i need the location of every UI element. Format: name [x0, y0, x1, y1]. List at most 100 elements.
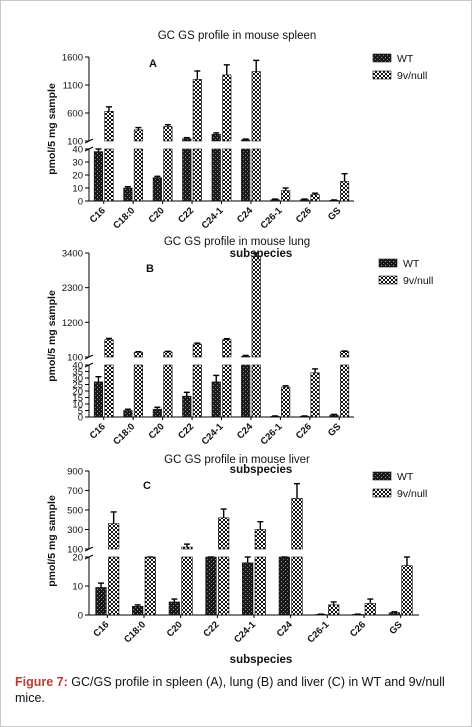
panel-b-y-tick-label: 15 [72, 393, 83, 404]
panel-a-y-axis-label: pmol/5 mg sample [46, 83, 58, 175]
panel-a-bar-wt-c26-1 [270, 199, 280, 202]
panel-b-bar-9v-null-c24-upper [251, 255, 261, 358]
panel-b-bar-9v-null-gs-upper [339, 351, 350, 358]
panel-a-bar-wt-c24 [241, 148, 251, 202]
panel-b-bar-9v-null-c26 [310, 372, 320, 418]
panel-b-y-tick-label: 10 [72, 400, 83, 411]
panel-a-y-tick-label: 1600 [62, 53, 83, 64]
panel-c-bar-9v-null-c24-1 [254, 556, 266, 616]
panel-c-x-tick-label: C24 [275, 619, 296, 640]
panel-a-x-tick-label: GS [326, 205, 343, 222]
panel-b-bar-9v-null-c24 [251, 364, 261, 418]
panel-a-y-tick-label: 10 [72, 184, 83, 195]
panel-b-bar-9v-null-c26-1 [281, 386, 291, 418]
panel-b-bar-9v-null-c18-0-upper [133, 351, 144, 358]
panel-b-x-tick-label: C24 [235, 421, 256, 442]
panel-a-bar-wt-c22-upper [182, 138, 192, 142]
panel-a-y-tick-label: 100 [67, 137, 83, 148]
panel-b-y-tick-label: 35 [72, 367, 83, 378]
panel-a-bar-wt-c24-1-upper [211, 133, 221, 142]
panel-c-legend-swatch [372, 471, 392, 481]
panel-a-bar-wt-c16 [93, 151, 104, 202]
panel-a-legend-swatch [372, 53, 392, 63]
panel-c-x-tick-label: C20 [165, 619, 185, 639]
panel-c-x-tick-label: C26-1 [305, 619, 332, 646]
panel-c-title: GC GS profile in mouse liver [164, 454, 310, 466]
panel-c-y-tick-label: 0 [78, 611, 83, 622]
panel-b-letter: B [146, 263, 154, 275]
panel-b-y-tick-label: 5 [78, 406, 83, 417]
panel-c-bar-wt-c24-1 [242, 562, 254, 616]
panel-a-y-tick-label: 0 [78, 197, 83, 208]
panel-c-y-tick-label: 700 [67, 486, 83, 497]
panel-b-x-tick-label: C26-1 [258, 421, 285, 448]
panel-c-bar-9v-null-c24-1-upper [254, 529, 266, 550]
panel-c-bar-9v-null-c24-upper [291, 497, 303, 550]
panel-a-y-tick-label: 20 [72, 171, 83, 182]
panel-a-x-tick-label: C16 [88, 205, 108, 225]
panel-b-legend-label: WT [403, 258, 420, 270]
panel-b-bar-wt-gs [329, 414, 339, 418]
panel-c-x-tick-label: C18:0 [122, 619, 148, 645]
panel-a-bar-9v-null-c18-0-upper [133, 129, 144, 142]
panel-b-y-tick-label: 30 [72, 374, 83, 385]
caption-text: GC/GS profile in spleen (A), lung (B) an… [15, 675, 445, 705]
panel-b-y-tick-label: 0 [78, 413, 83, 424]
panel-a-bar-9v-null-c26 [310, 194, 320, 202]
panel-b-x-tick-label: C18:0 [111, 421, 137, 447]
panel-a-letter: A [149, 58, 157, 70]
panel-c-bar-9v-null-gs [401, 565, 413, 616]
panel-c-bar-wt-c18-0 [132, 605, 144, 616]
panel-b-x-tick-label: C16 [88, 421, 108, 441]
panel-c-bar-9v-null-c20 [181, 556, 193, 616]
panel-a-bar-9v-null-c24-1 [222, 148, 232, 202]
panel-a-bar-wt-c24-upper [241, 139, 251, 142]
panel-b-y-axis-label: pmol/5 mg sample [46, 290, 58, 382]
panel-b-legend-swatch [378, 258, 398, 268]
panel-c-bar-wt-c24 [278, 556, 290, 616]
panel-b-bar-wt-c24-1 [211, 381, 221, 418]
panel-b-x-tick-label: C22 [176, 421, 196, 441]
panel-a-bar-9v-null-c24 [251, 148, 261, 202]
panel-a-bar-9v-null-c20-upper [163, 126, 173, 142]
panel-b-y-tick-label: 1200 [62, 318, 83, 329]
panel-c-bar-9v-null-c22-upper [218, 517, 230, 550]
caption-label: Figure 7: [15, 675, 68, 689]
panel-a-x-tick-label: C26-1 [258, 205, 285, 232]
panel-b-x-tick-label: C24-1 [200, 421, 227, 448]
panel-c-bar-9v-null-c18-0 [144, 556, 156, 616]
panel-b-bar-9v-null-c16-upper [104, 339, 114, 358]
panel-c-y-tick-label: 10 [72, 582, 83, 593]
panel-a-bar-9v-null-c16 [104, 148, 114, 202]
panel-c-legend-swatch [372, 488, 392, 498]
panel-b-bar-9v-null-c20-upper [163, 351, 173, 358]
panel-a-bar-9v-null-c20 [163, 148, 173, 202]
panel-a-legend-swatch [372, 70, 392, 80]
panel-b-x-tick-label: GS [326, 421, 343, 438]
panel-a-bar-9v-null-c26-1 [281, 190, 291, 202]
panel-b-bar-wt-c16 [93, 381, 104, 418]
panel-a-x-tick-label: C20 [147, 205, 167, 225]
panel-a-bar-wt-c26 [299, 199, 310, 202]
panel-c-bar-9v-null-c16-upper [108, 523, 120, 550]
panel-b-bar-9v-null-c22 [192, 364, 202, 418]
panel-b-legend-label: 9v/null [403, 275, 433, 287]
panel-b-bar-9v-null-c24-1 [222, 364, 232, 418]
panel-b-bar-wt-c18-0 [123, 410, 133, 418]
panel-c-x-tick-label: C24-1 [232, 619, 259, 646]
panel-a-y-tick-label: 1100 [63, 81, 83, 92]
panel-a-x-axis-label: subspecies [230, 248, 293, 260]
panel-b-y-tick-label: 20 [72, 387, 83, 398]
panel-a-bar-9v-null-gs [339, 181, 350, 202]
panel-c-y-tick-label: 100 [67, 545, 83, 556]
panel-a-x-tick-label: C26 [294, 205, 314, 225]
panel-b-bar-9v-null-c20 [163, 364, 173, 418]
panel-a-bar-9v-null-c24-upper [251, 71, 261, 142]
panel-c-x-axis-label: subspecies [230, 654, 293, 666]
panel-c-bar-wt-c20 [168, 601, 180, 616]
panel-b-y-tick-label: 2300 [62, 283, 83, 294]
panel-b-x-tick-label: C26 [294, 421, 314, 441]
panel-a-x-tick-label: C24-1 [200, 205, 227, 232]
panel-c-bar-9v-null-c24 [291, 556, 303, 616]
panel-c-legend-label: WT [397, 471, 414, 483]
